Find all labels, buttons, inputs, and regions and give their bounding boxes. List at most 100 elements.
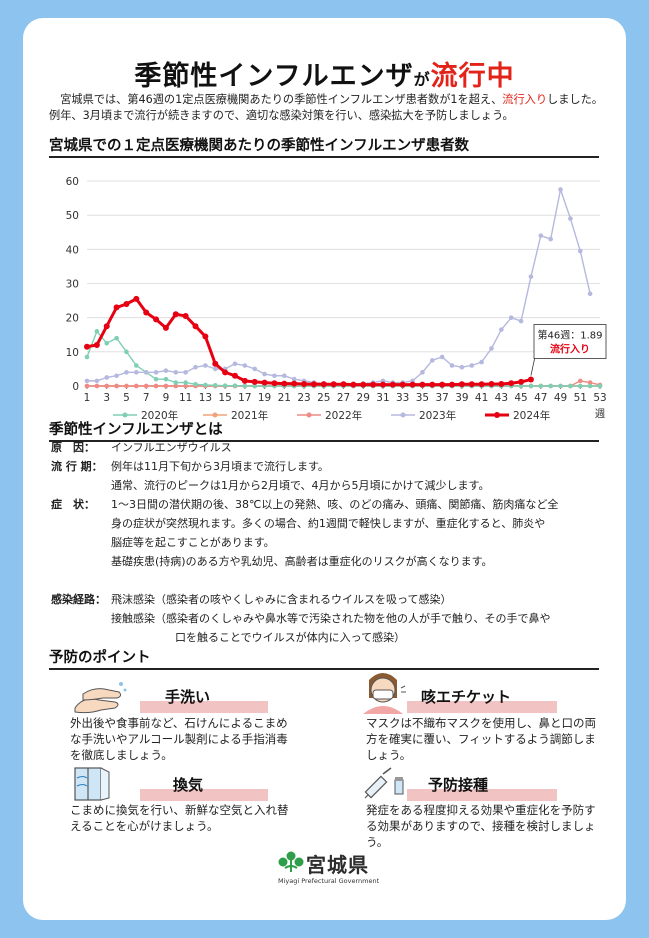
x-tick-label: 13 — [199, 392, 212, 404]
data-point — [104, 375, 110, 380]
data-point — [251, 378, 258, 385]
masked-person-icon — [363, 673, 406, 714]
data-point — [192, 323, 199, 330]
data-point — [183, 370, 188, 375]
x-tick-label: 41 — [475, 392, 488, 404]
data-point — [103, 323, 110, 330]
data-point — [241, 377, 248, 384]
data-point — [134, 363, 139, 368]
x-tick-label: 7 — [143, 392, 150, 404]
prevention-title-ventilation: 換気 — [173, 776, 204, 794]
x-tick-label: 39 — [455, 392, 468, 404]
data-point — [163, 376, 169, 382]
data-point — [163, 368, 169, 373]
data-point — [193, 381, 198, 387]
x-tick-label: 1 — [84, 392, 91, 404]
x-tick-label: 25 — [317, 392, 330, 404]
x-tick-label: 45 — [514, 392, 527, 404]
annotation-pointer — [530, 356, 536, 376]
x-tick-label: 5 — [123, 392, 130, 404]
data-point — [458, 381, 465, 388]
data-point — [143, 370, 149, 375]
chart-title: 宮城県での１定点医療機関あたりの季節性インフルエンザ患者数 — [49, 134, 599, 158]
data-point — [153, 316, 160, 323]
legend-label: 2024年 — [513, 409, 550, 422]
data-point — [212, 360, 219, 367]
data-point — [183, 383, 188, 389]
x-tick-label: 51 — [574, 392, 587, 404]
data-point — [114, 335, 119, 341]
data-point — [133, 295, 140, 302]
data-point — [330, 381, 337, 388]
data-point — [143, 383, 149, 389]
annotation-label: 流行入り — [550, 343, 590, 356]
data-point — [291, 380, 298, 387]
series-line-2023年 — [87, 186, 591, 385]
page-title: 季節性インフルエンザが流行中 — [23, 54, 626, 93]
legend-marker — [306, 412, 312, 418]
data-point — [419, 381, 426, 388]
prevention-title-vaccination: 予防接種 — [428, 776, 489, 794]
data-point — [212, 383, 218, 388]
prevention-title-bar — [407, 789, 557, 801]
x-tick-label: 15 — [218, 392, 231, 404]
data-point — [124, 349, 129, 355]
title-main: 季節性インフルエンザ — [134, 61, 414, 92]
data-point — [252, 366, 258, 372]
intro-paragraph: 宮城県では、第46週の1定点医療機関あたりの季節性インフルエンザ患者数が1を超え… — [49, 93, 603, 122]
x-axis-label: 週 — [595, 408, 606, 420]
data-point — [94, 378, 100, 384]
data-point — [577, 383, 583, 389]
title-emphasis: 流行中 — [430, 61, 515, 92]
data-point — [538, 233, 544, 238]
data-point — [568, 216, 573, 221]
prevention-heading: 予防のポイント — [49, 646, 599, 670]
data-point — [498, 380, 505, 387]
data-point — [143, 309, 150, 316]
data-point — [548, 383, 553, 389]
data-point — [281, 380, 288, 387]
data-point — [429, 358, 435, 363]
x-tick-label: 9 — [163, 392, 170, 404]
data-point — [489, 346, 494, 351]
data-point — [538, 383, 544, 389]
x-tick-label: 53 — [593, 392, 606, 404]
data-point — [508, 380, 515, 387]
data-point — [182, 312, 189, 319]
data-point — [518, 378, 525, 385]
data-point — [389, 381, 396, 388]
y-tick-label: 50 — [66, 210, 79, 222]
data-point — [84, 383, 90, 389]
about-heading: 季節性インフルエンザとは — [49, 418, 599, 442]
x-tick-label: 17 — [238, 392, 251, 404]
data-point — [518, 318, 524, 324]
data-point — [173, 383, 179, 389]
prevention-title-cough: 咳エチケット — [421, 688, 512, 706]
data-point — [173, 370, 179, 375]
data-point — [548, 236, 553, 242]
data-point — [429, 381, 436, 388]
series-line-2020年 — [86, 329, 600, 387]
prevention-body-cough: マスクは不織布マスクを使用し、鼻と口の両方を確実に覆い、フィットするよう調節しま… — [366, 716, 596, 762]
legend-label: 2023年 — [419, 409, 456, 422]
series-line-2024年 — [86, 296, 532, 387]
annotation-value: 第46週：1.89 — [538, 329, 603, 342]
data-point — [114, 373, 119, 379]
data-point — [183, 380, 188, 385]
data-point — [439, 354, 445, 360]
data-point — [577, 378, 583, 384]
prevention-title-handwashing: 手洗い — [165, 688, 211, 706]
annotation-box — [533, 324, 607, 359]
x-tick-label: 21 — [278, 392, 291, 404]
data-point — [222, 369, 229, 376]
data-point — [558, 187, 563, 192]
prevention-body-handwashing: 外出後や食事前など、石けんによるこまめな手洗いやアルコール製剤による手指消毒を徹… — [70, 716, 288, 762]
x-tick-label: 27 — [337, 392, 350, 404]
data-point — [84, 354, 90, 360]
data-point — [282, 373, 287, 379]
data-point — [360, 381, 367, 388]
data-point — [528, 274, 534, 279]
y-tick-label: 30 — [66, 279, 79, 291]
x-tick-label: 29 — [357, 392, 370, 404]
